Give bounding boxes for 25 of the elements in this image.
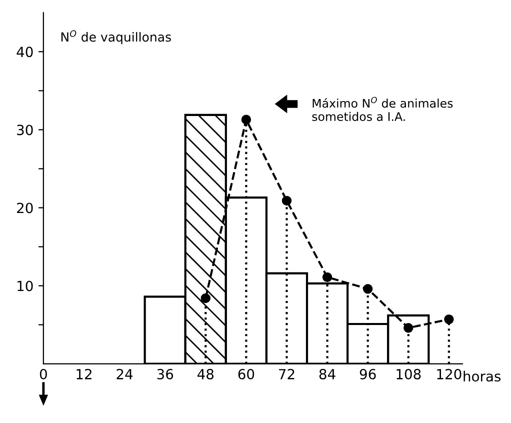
y-tick-label: 10 xyxy=(18,280,33,292)
x-tick-label: 12 xyxy=(76,368,92,380)
x-tick-label: 60 xyxy=(238,368,254,380)
x-tick-label: 84 xyxy=(319,368,336,380)
x-tick-label: 108 xyxy=(396,368,421,380)
x-tick-label: 0 xyxy=(40,368,47,380)
point xyxy=(404,323,414,333)
y-tick-label: 30 xyxy=(17,124,33,136)
annotation: Máximo N$^{O}$ de animales sometidos a I.A. xyxy=(312,96,453,122)
y-tick-label: 40 xyxy=(16,46,33,58)
point xyxy=(444,314,454,324)
point xyxy=(362,284,373,294)
point xyxy=(241,114,252,124)
x-tick-label: 48 xyxy=(197,368,214,380)
y-tick-label: 20 xyxy=(17,202,33,214)
point xyxy=(282,196,292,206)
x-axis-title: horas xyxy=(464,370,501,382)
point xyxy=(322,272,332,282)
point xyxy=(200,293,210,304)
x-tick-label: 120 xyxy=(437,368,462,380)
x-tick-label: 96 xyxy=(360,368,376,380)
x-tick-label: 36 xyxy=(157,368,174,380)
y-axis-title: N$^{O}$ de vaquillonas xyxy=(61,30,171,44)
x-tick-label: 72 xyxy=(279,368,294,380)
x-tick-label: 24 xyxy=(116,368,133,380)
